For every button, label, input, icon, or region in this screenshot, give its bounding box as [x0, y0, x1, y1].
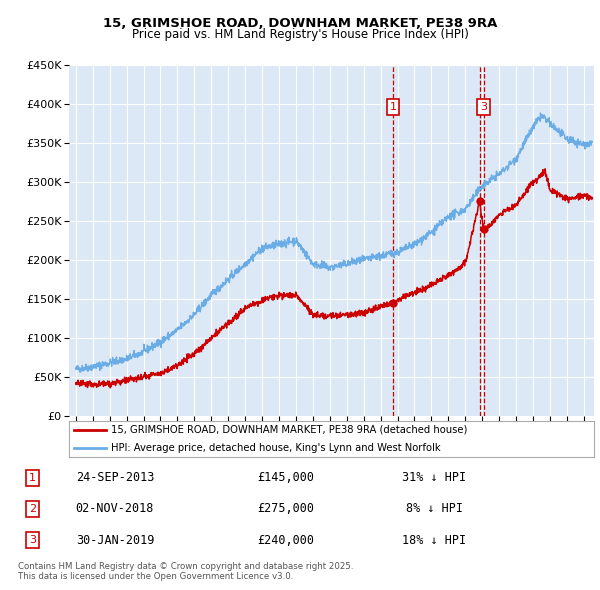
Text: Contains HM Land Registry data © Crown copyright and database right 2025.: Contains HM Land Registry data © Crown c… [18, 562, 353, 571]
Text: 8% ↓ HPI: 8% ↓ HPI [406, 502, 463, 516]
Text: 18% ↓ HPI: 18% ↓ HPI [402, 533, 466, 546]
Text: £275,000: £275,000 [257, 502, 314, 516]
Text: This data is licensed under the Open Government Licence v3.0.: This data is licensed under the Open Gov… [18, 572, 293, 581]
Text: 15, GRIMSHOE ROAD, DOWNHAM MARKET, PE38 9RA: 15, GRIMSHOE ROAD, DOWNHAM MARKET, PE38 … [103, 17, 497, 30]
Text: 2: 2 [29, 504, 36, 514]
Text: 24-SEP-2013: 24-SEP-2013 [76, 471, 154, 484]
Text: 02-NOV-2018: 02-NOV-2018 [76, 502, 154, 516]
Text: 3: 3 [29, 535, 36, 545]
Text: £145,000: £145,000 [257, 471, 314, 484]
Text: HPI: Average price, detached house, King's Lynn and West Norfolk: HPI: Average price, detached house, King… [111, 443, 440, 453]
Text: £240,000: £240,000 [257, 533, 314, 546]
Text: 1: 1 [29, 473, 36, 483]
Text: 30-JAN-2019: 30-JAN-2019 [76, 533, 154, 546]
Text: Price paid vs. HM Land Registry's House Price Index (HPI): Price paid vs. HM Land Registry's House … [131, 28, 469, 41]
Text: 1: 1 [389, 102, 397, 112]
Text: 15, GRIMSHOE ROAD, DOWNHAM MARKET, PE38 9RA (detached house): 15, GRIMSHOE ROAD, DOWNHAM MARKET, PE38 … [111, 425, 467, 435]
Text: 3: 3 [480, 102, 487, 112]
Text: 31% ↓ HPI: 31% ↓ HPI [402, 471, 466, 484]
